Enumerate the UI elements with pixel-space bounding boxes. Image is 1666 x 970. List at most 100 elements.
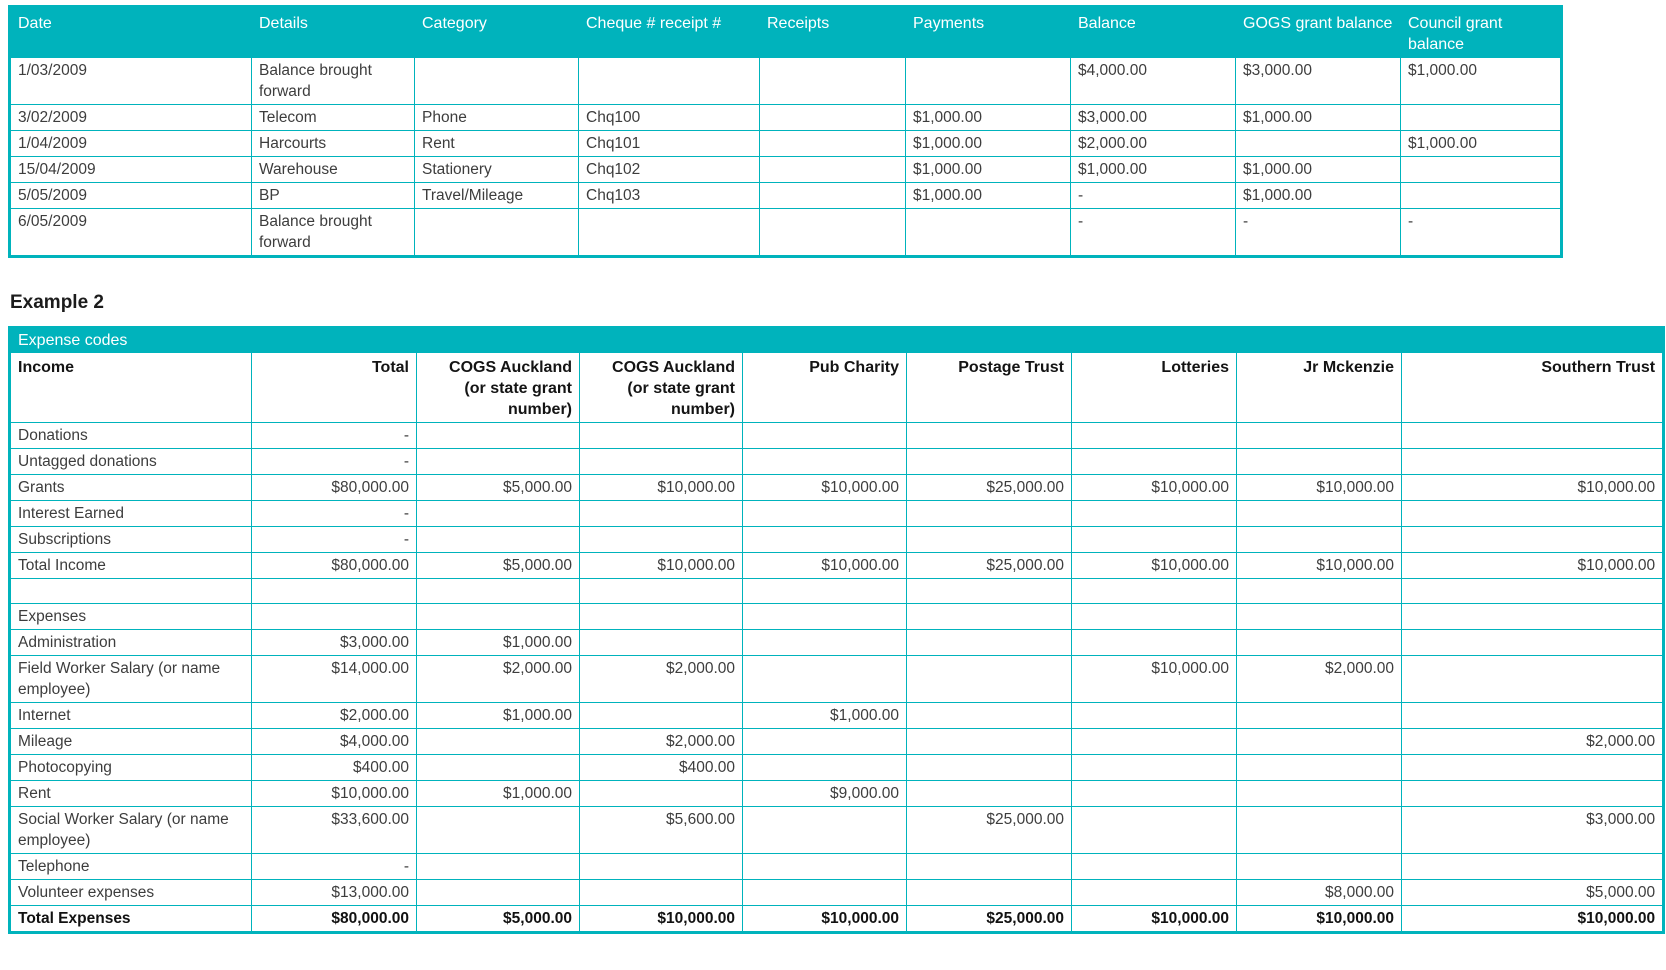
table-cell [906, 853, 1072, 880]
example-2-heading: Example 2 [10, 292, 104, 313]
table-cell: Chq101 [578, 130, 760, 157]
table-cell [1400, 603, 1665, 630]
table-cell [578, 57, 760, 105]
table-cell [416, 526, 580, 553]
table-cell: $5,000.00 [1400, 879, 1665, 906]
column-header: Date [9, 6, 252, 58]
table-cell [579, 603, 743, 630]
table-row: Interest Earned - [9, 500, 1665, 527]
table-cell: Donations [9, 422, 252, 449]
table-cell [1236, 422, 1402, 449]
table-cell [1071, 780, 1237, 807]
table-cell: $10,000.00 [742, 905, 907, 933]
table-cell: $1,000.00 [1235, 182, 1401, 209]
table-row: 5/05/2009 BP Travel/Mileage Chq103 $1,000.00… [9, 182, 1562, 209]
table-row: Photocopying $400.00 $400.00 [9, 754, 1665, 781]
table-cell [1071, 448, 1237, 475]
table-cell: - [251, 448, 417, 475]
table-cell: - [251, 853, 417, 880]
table-cell: $10,000.00 [579, 552, 743, 579]
expense-codes-banner-label: Expense codes [8, 327, 1665, 353]
table-cell [742, 526, 907, 553]
table-cell [906, 655, 1072, 703]
table-cell [579, 448, 743, 475]
table-cell [414, 208, 579, 257]
table-cell [1071, 879, 1237, 906]
table-cell: $1,000.00 [742, 702, 907, 729]
table-cell: Volunteer expenses [9, 879, 252, 906]
table-cell [906, 879, 1072, 906]
table-cell: Subscriptions [9, 526, 252, 553]
table-cell: $1,000.00 [416, 780, 580, 807]
column-header: Details [251, 6, 415, 58]
table-cell: Chq100 [578, 104, 760, 131]
table-cell: Balance brought forward [251, 57, 415, 105]
table-row: Telephone - [9, 853, 1665, 880]
table-cell [416, 754, 580, 781]
table-row: Internet $2,000.00 $1,000.00 $1,000.00 [9, 702, 1665, 729]
table-cell [906, 603, 1072, 630]
table-cell: Rent [9, 780, 252, 807]
table-cell: 15/04/2009 [9, 156, 252, 183]
column-header: Category [414, 6, 579, 58]
table-cell: $25,000.00 [906, 806, 1072, 854]
table-cell [742, 603, 907, 630]
table-row: Administration $3,000.00 $1,000.00 [9, 629, 1665, 656]
table-cell: $400.00 [251, 754, 417, 781]
table-cell [759, 208, 906, 257]
table-cell: 3/02/2009 [9, 104, 252, 131]
table-row: Social Worker Salary (or name employee) $… [9, 806, 1665, 854]
table-cell: $1,000.00 [905, 156, 1071, 183]
table-cell: $3,000.00 [1235, 57, 1401, 105]
table-cell [1071, 754, 1237, 781]
table-cell [1071, 702, 1237, 729]
table-cell: 6/05/2009 [9, 208, 252, 257]
table-cell: $80,000.00 [251, 905, 417, 933]
table-cell [416, 603, 580, 630]
table-cell: Travel/Mileage [414, 182, 579, 209]
table-cell [251, 603, 417, 630]
table-cell [579, 879, 743, 906]
table-cell [1236, 806, 1402, 854]
column-header: Lotteries [1071, 352, 1237, 423]
table-row: Subscriptions - [9, 526, 1665, 553]
table-cell [1071, 500, 1237, 527]
expense-body: Donations - Untagged donations - Grants $80,0… [9, 422, 1665, 933]
table-cell [416, 422, 580, 449]
table-cell: Balance brought forward [251, 208, 415, 257]
table-cell: $10,000.00 [1071, 655, 1237, 703]
table-row: Field Worker Salary (or name employee) $1… [9, 655, 1665, 703]
table-cell: - [1070, 208, 1236, 257]
table-cell: $10,000.00 [1236, 474, 1402, 501]
table-cell [759, 57, 906, 105]
table-cell: $5,000.00 [416, 552, 580, 579]
table-cell: $10,000.00 [1400, 474, 1665, 501]
table-cell [1236, 526, 1402, 553]
table-cell [1400, 156, 1562, 183]
table-cell [1236, 780, 1402, 807]
table-cell: $3,000.00 [1070, 104, 1236, 131]
table-cell: Stationery [414, 156, 579, 183]
table-cell: $1,000.00 [905, 182, 1071, 209]
table-cell: Mileage [9, 728, 252, 755]
table-cell [416, 578, 580, 604]
table-cell [1236, 500, 1402, 527]
table-cell [905, 208, 1071, 257]
table-cell [906, 629, 1072, 656]
table-cell [1400, 780, 1665, 807]
table-cell [742, 500, 907, 527]
table-cell [1071, 853, 1237, 880]
table-cell [759, 130, 906, 157]
table-cell [906, 780, 1072, 807]
table-cell [579, 702, 743, 729]
column-header: Council grant balance [1400, 6, 1562, 58]
table-cell: Interest Earned [9, 500, 252, 527]
table-cell: $10,000.00 [1236, 905, 1402, 933]
table-cell [1400, 578, 1665, 604]
column-header: Balance [1070, 6, 1236, 58]
table-cell [906, 448, 1072, 475]
table-cell [906, 728, 1072, 755]
table-cell: $1,000.00 [905, 104, 1071, 131]
table-cell [416, 448, 580, 475]
table-cell: Administration [9, 629, 252, 656]
